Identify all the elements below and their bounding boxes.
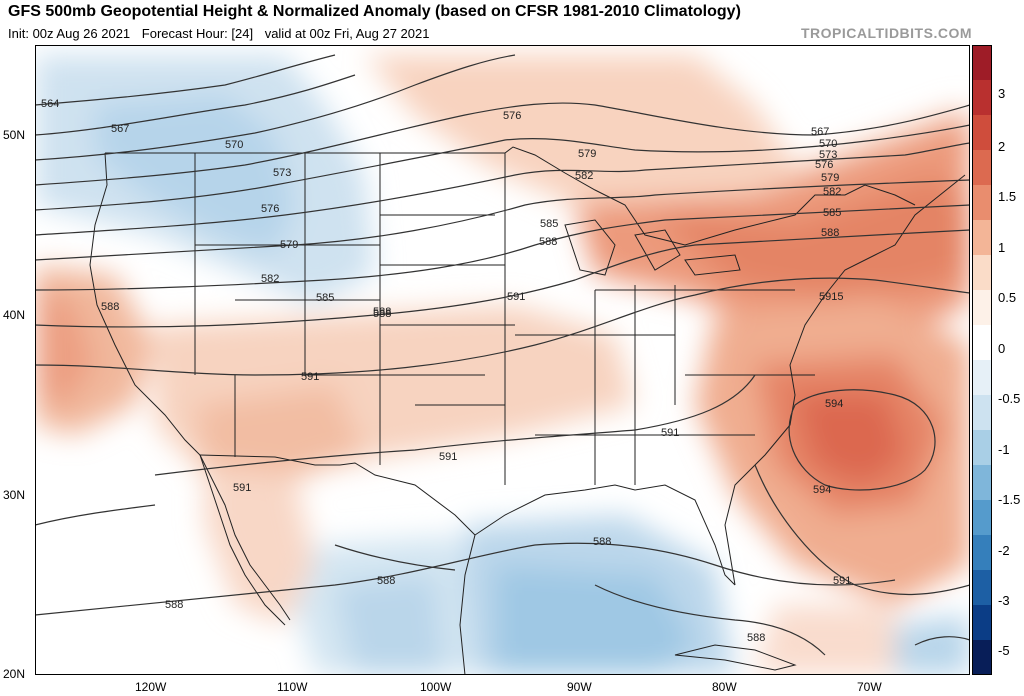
- colorbar-band: [972, 255, 992, 291]
- contour-label: 573: [819, 149, 837, 161]
- colorbar-band: [972, 500, 992, 536]
- forecast-hour: Forecast Hour: [24]: [141, 26, 254, 41]
- contour-label: 585: [316, 292, 334, 304]
- contour-label: 570: [225, 139, 243, 151]
- colorbar-band: [972, 430, 992, 466]
- colorbar-label: 0.5: [998, 290, 1017, 305]
- lon-label: 70W: [857, 680, 882, 694]
- lon-label: 90W: [567, 680, 592, 694]
- colorbar-band: [972, 570, 992, 606]
- anomaly-map: 564 567 570 573 576 579 582 585 588 591 …: [35, 45, 970, 675]
- colorbar-band: [972, 45, 992, 81]
- colorbar-label: -0.5: [998, 391, 1021, 406]
- colorbar-label: 1: [998, 240, 1006, 255]
- contour-label: 588: [165, 599, 183, 611]
- colorbar-band: [972, 640, 992, 675]
- contour-label: 576: [503, 110, 521, 122]
- lon-label: 110W: [277, 680, 308, 694]
- contour-label: 579: [821, 172, 839, 184]
- colorbar-band: [972, 360, 992, 396]
- lat-label: 40N: [3, 308, 26, 322]
- contour-label: 567: [111, 123, 129, 135]
- lon-label: 120W: [135, 680, 167, 694]
- contour-label: 579: [280, 239, 298, 251]
- lon-label: 100W: [420, 680, 452, 694]
- contour-label: 576: [261, 203, 279, 215]
- lat-label: 50N: [3, 128, 26, 142]
- contour-label: 591: [233, 482, 251, 494]
- contour-label: 588: [747, 632, 765, 644]
- contour-label: 591: [833, 575, 851, 587]
- contour-label: 576: [815, 159, 833, 171]
- contour-label: 5915: [819, 291, 843, 303]
- colorbar-label: -1: [998, 442, 1010, 457]
- contour-label: 564: [41, 98, 59, 110]
- contour-label: 582: [823, 186, 841, 198]
- contour-label: 588: [373, 308, 391, 320]
- contour-label: 582: [261, 273, 279, 285]
- contour-label: 591: [507, 291, 525, 303]
- contour-label: 582: [575, 170, 593, 182]
- colorbar-band: [972, 290, 992, 326]
- contour-label: 570: [819, 138, 837, 150]
- lat-label: 30N: [3, 488, 26, 502]
- colorbar-band: [972, 535, 992, 571]
- contour-label: 573: [273, 167, 291, 179]
- colorbar-band: [972, 115, 992, 151]
- colorbar-label: -5: [998, 643, 1010, 658]
- colorbar-label: -3: [998, 593, 1010, 608]
- contour-label: 594: [813, 484, 831, 496]
- colorbar-band: [972, 80, 992, 116]
- contour-label: 585: [540, 218, 558, 230]
- contour-label: 588: [377, 575, 395, 587]
- map-borders: [89, 146, 966, 675]
- contour-label: 591: [439, 451, 457, 463]
- brand-watermark: TROPICALTIDBITS.COM: [800, 25, 972, 41]
- contour-label: 594: [825, 398, 843, 410]
- map-title: GFS 500mb Geopotential Height & Normaliz…: [8, 3, 741, 20]
- colorbar-band: [972, 395, 992, 431]
- colorbar-label: 3: [998, 86, 1006, 101]
- height-contours: [35, 54, 970, 656]
- contour-label: 588: [101, 301, 119, 313]
- lon-label: 80W: [712, 680, 737, 694]
- valid-time: valid at 00z Fri, Aug 27 2021: [264, 26, 430, 41]
- contour-label: 588: [373, 306, 391, 318]
- map-subtitle: Init: 00z Aug 26 2021 Forecast Hour: [24…: [8, 26, 437, 41]
- contour-label: 585: [823, 207, 841, 219]
- colorbar-band: [972, 150, 992, 186]
- colorbar-band: [972, 325, 992, 361]
- colorbar-label: -1.5: [998, 492, 1021, 507]
- contour-label: 591: [661, 427, 679, 439]
- contour-label: 579: [578, 148, 596, 160]
- contour-label: 588: [539, 236, 557, 248]
- colorbar-band: [972, 220, 992, 256]
- contour-labels: 564 567 570 573 576 579 582 585 588 591 …: [41, 98, 851, 644]
- contour-label: 588: [821, 227, 839, 239]
- colorbar: [972, 45, 992, 675]
- colorbar-label: 1.5: [998, 189, 1017, 204]
- contour-label: 588: [593, 536, 611, 548]
- colorbar-band: [972, 185, 992, 221]
- colorbar-band: [972, 605, 992, 641]
- lat-label: 20N: [3, 667, 26, 681]
- colorbar-label: -2: [998, 543, 1010, 558]
- map-frame: [35, 45, 970, 675]
- contour-label: 567: [811, 126, 829, 138]
- colorbar-band: [972, 465, 992, 501]
- colorbar-label: 2: [998, 139, 1006, 154]
- contour-label: 591: [301, 371, 319, 383]
- init-time: Init: 00z Aug 26 2021: [8, 26, 131, 41]
- colorbar-label: 0: [998, 341, 1006, 356]
